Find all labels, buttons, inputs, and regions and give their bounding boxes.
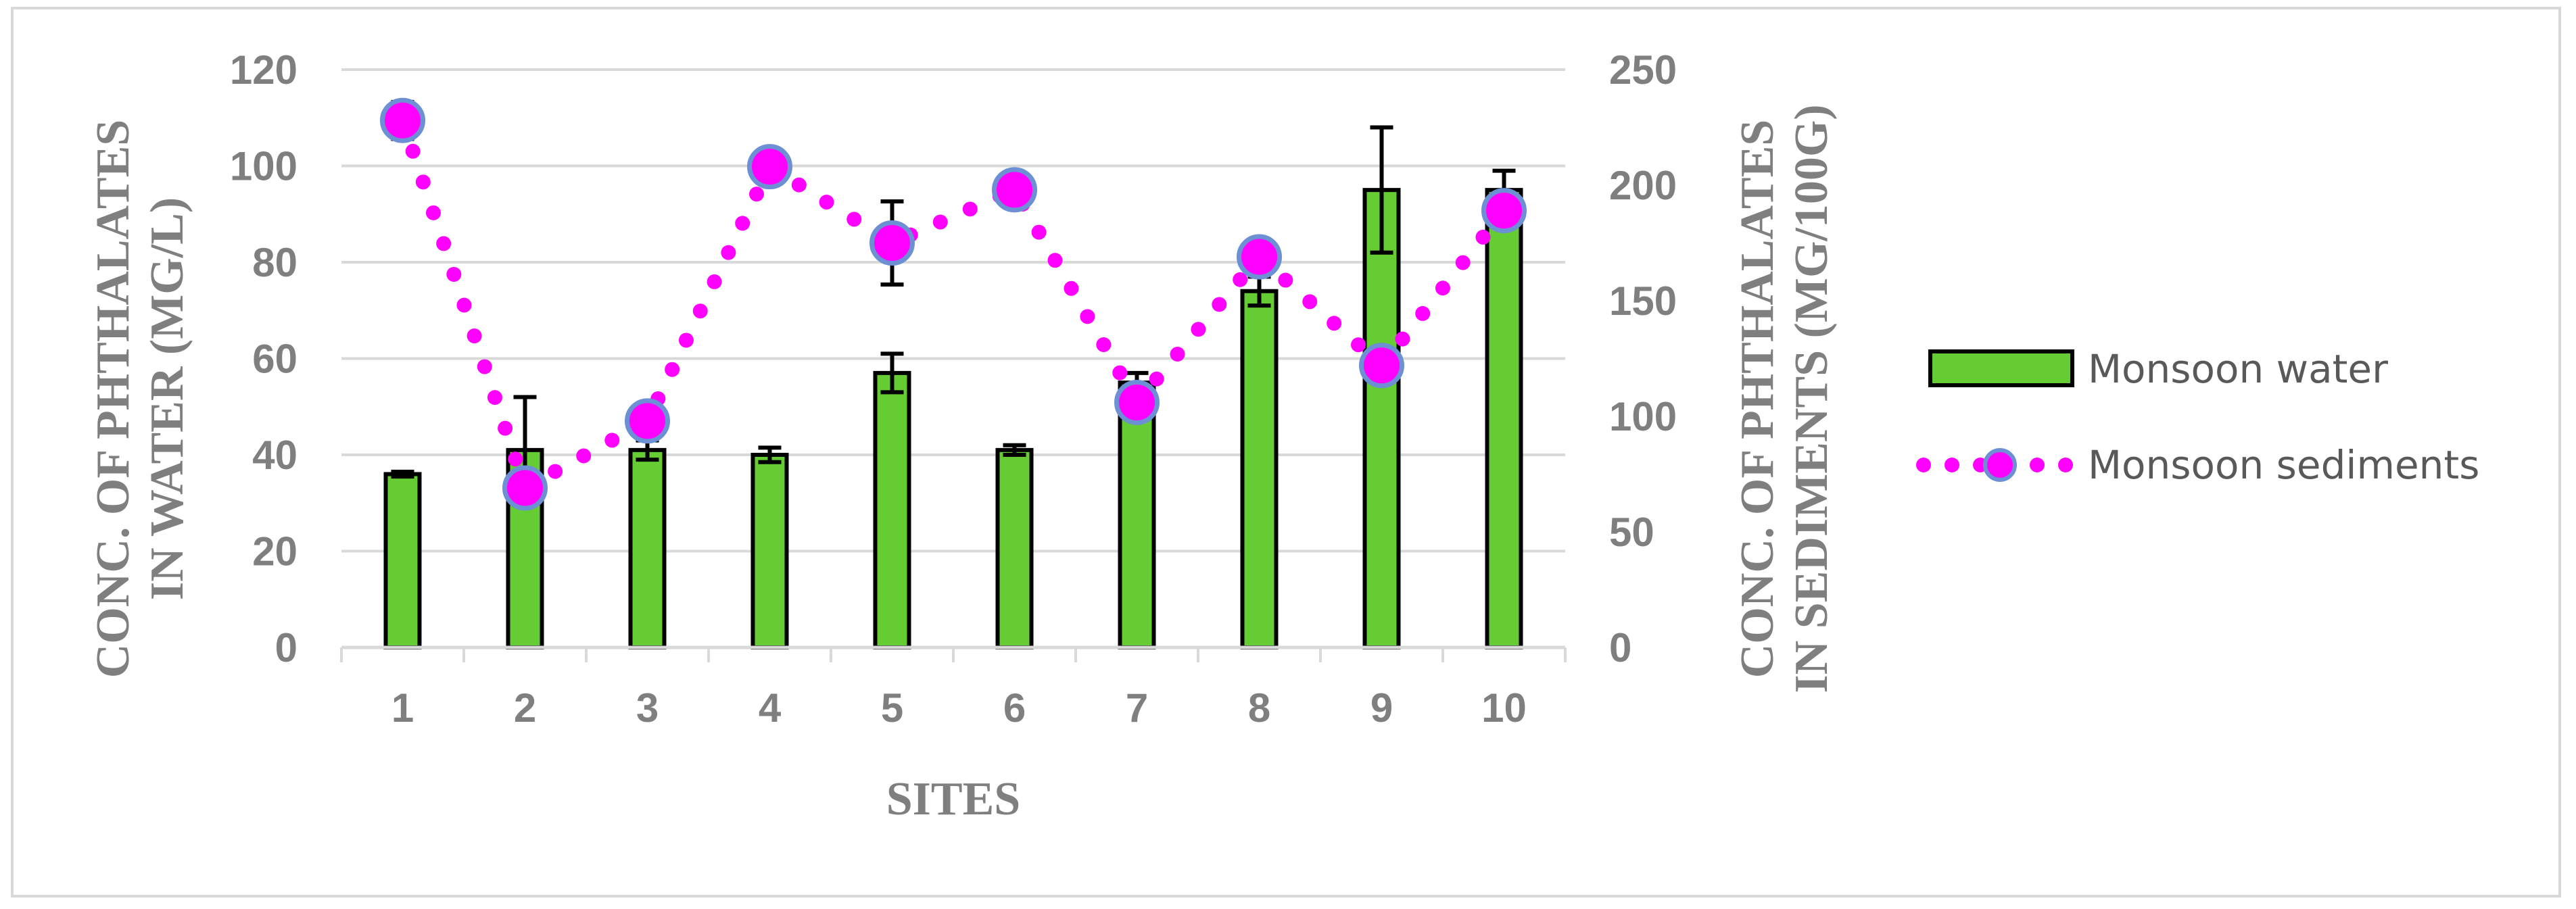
left-y-tick-80: 80 (252, 240, 297, 285)
sediment-marker-site-6 (992, 167, 1037, 213)
bar-site-1 (383, 472, 422, 649)
bar-site-9 (1362, 188, 1401, 649)
bar-error-bars (391, 125, 1516, 506)
left-y-tick-20: 20 (252, 529, 297, 574)
bar-site-3 (628, 447, 667, 649)
legend-swatch-monsoon-water (1928, 349, 2074, 387)
bar-site-6 (995, 447, 1034, 649)
left-y-tick-40: 40 (252, 433, 297, 478)
line-series (380, 97, 1527, 511)
sediment-marker-site-4 (747, 144, 792, 190)
left-y-tick-100: 100 (230, 144, 297, 189)
bar-site-7 (1118, 380, 1156, 649)
sediment-marker-site-3 (625, 398, 670, 444)
right-y-tick-250: 250 (1609, 47, 1677, 93)
right-y-tick-150: 150 (1609, 278, 1677, 324)
x-tick-label-5: 5 (881, 685, 903, 731)
x-tick-label-10: 10 (1481, 685, 1527, 731)
legend-label-monsoon-water: Monsoon water (2088, 346, 2388, 392)
gridlines (341, 68, 1565, 553)
sediment-marker-site-2 (502, 465, 548, 511)
left-y-axis-title: CONC. OF PHTHALATES IN WATER (MG/L) (87, 120, 193, 678)
bar-site-5 (873, 370, 911, 649)
left-y-axis-ticks: 0 20 40 60 80 100 120 (230, 47, 297, 670)
bar-series (383, 188, 1523, 649)
bar-site-4 (750, 453, 789, 649)
x-tick-label-7: 7 (1126, 685, 1148, 731)
chart-frame (11, 7, 2561, 898)
sediment-marker-site-10 (1481, 188, 1527, 234)
sediment-marker-site-1 (380, 97, 425, 143)
sediment-marker-site-8 (1237, 234, 1282, 280)
left-y-tick-0: 0 (275, 625, 297, 670)
right-y-tick-100: 100 (1609, 394, 1677, 439)
sediments-line (395, 113, 1512, 499)
right-y-tick-200: 200 (1609, 163, 1677, 208)
right-y-axis-ticks: 0 50 100 150 200 250 (1609, 47, 1677, 670)
sediment-marker-site-7 (1114, 379, 1160, 425)
right-y-axis-title: CONC. OF PHTHALATES IN SEDIMENTS (MG/100… (1732, 104, 1838, 693)
left-y-tick-120: 120 (230, 47, 297, 93)
sediment-marker-site-5 (869, 220, 915, 266)
x-tick-label-9: 9 (1370, 685, 1393, 731)
x-tick-label-1: 1 (391, 685, 414, 731)
bar-site-8 (1240, 289, 1279, 649)
x-tick-label-3: 3 (636, 685, 659, 731)
x-tick-label-8: 8 (1248, 685, 1270, 731)
left-y-axis-title-line-1: CONC. OF PHTHALATES (87, 120, 139, 678)
right-y-axis-title-line-1: CONC. OF PHTHALATES (1732, 120, 1784, 678)
sediment-marker-site-9 (1359, 343, 1404, 389)
left-y-axis-title-line-2: IN WATER (MG/L) (141, 197, 193, 600)
x-tick-label-4: 4 (759, 685, 782, 731)
left-y-tick-60: 60 (252, 337, 297, 382)
x-axis-title: SITES (886, 773, 1020, 825)
right-y-axis-title-line-2: IN SEDIMENTS (MG/100G) (1786, 104, 1838, 693)
x-axis: 1 2 3 4 5 6 7 8 9 10 (340, 645, 1567, 731)
x-tick-label-6: 6 (1003, 685, 1026, 731)
right-y-tick-50: 50 (1609, 510, 1654, 555)
right-y-tick-0: 0 (1609, 625, 1631, 670)
legend-swatch-monsoon-sediments-marker (1983, 448, 2017, 482)
x-tick-label-2: 2 (514, 685, 536, 731)
bar-site-10 (1485, 188, 1523, 649)
legend: Monsoon water Monsoon sediments (1916, 346, 2479, 488)
legend-label-monsoon-sediments: Monsoon sediments (2088, 442, 2479, 488)
